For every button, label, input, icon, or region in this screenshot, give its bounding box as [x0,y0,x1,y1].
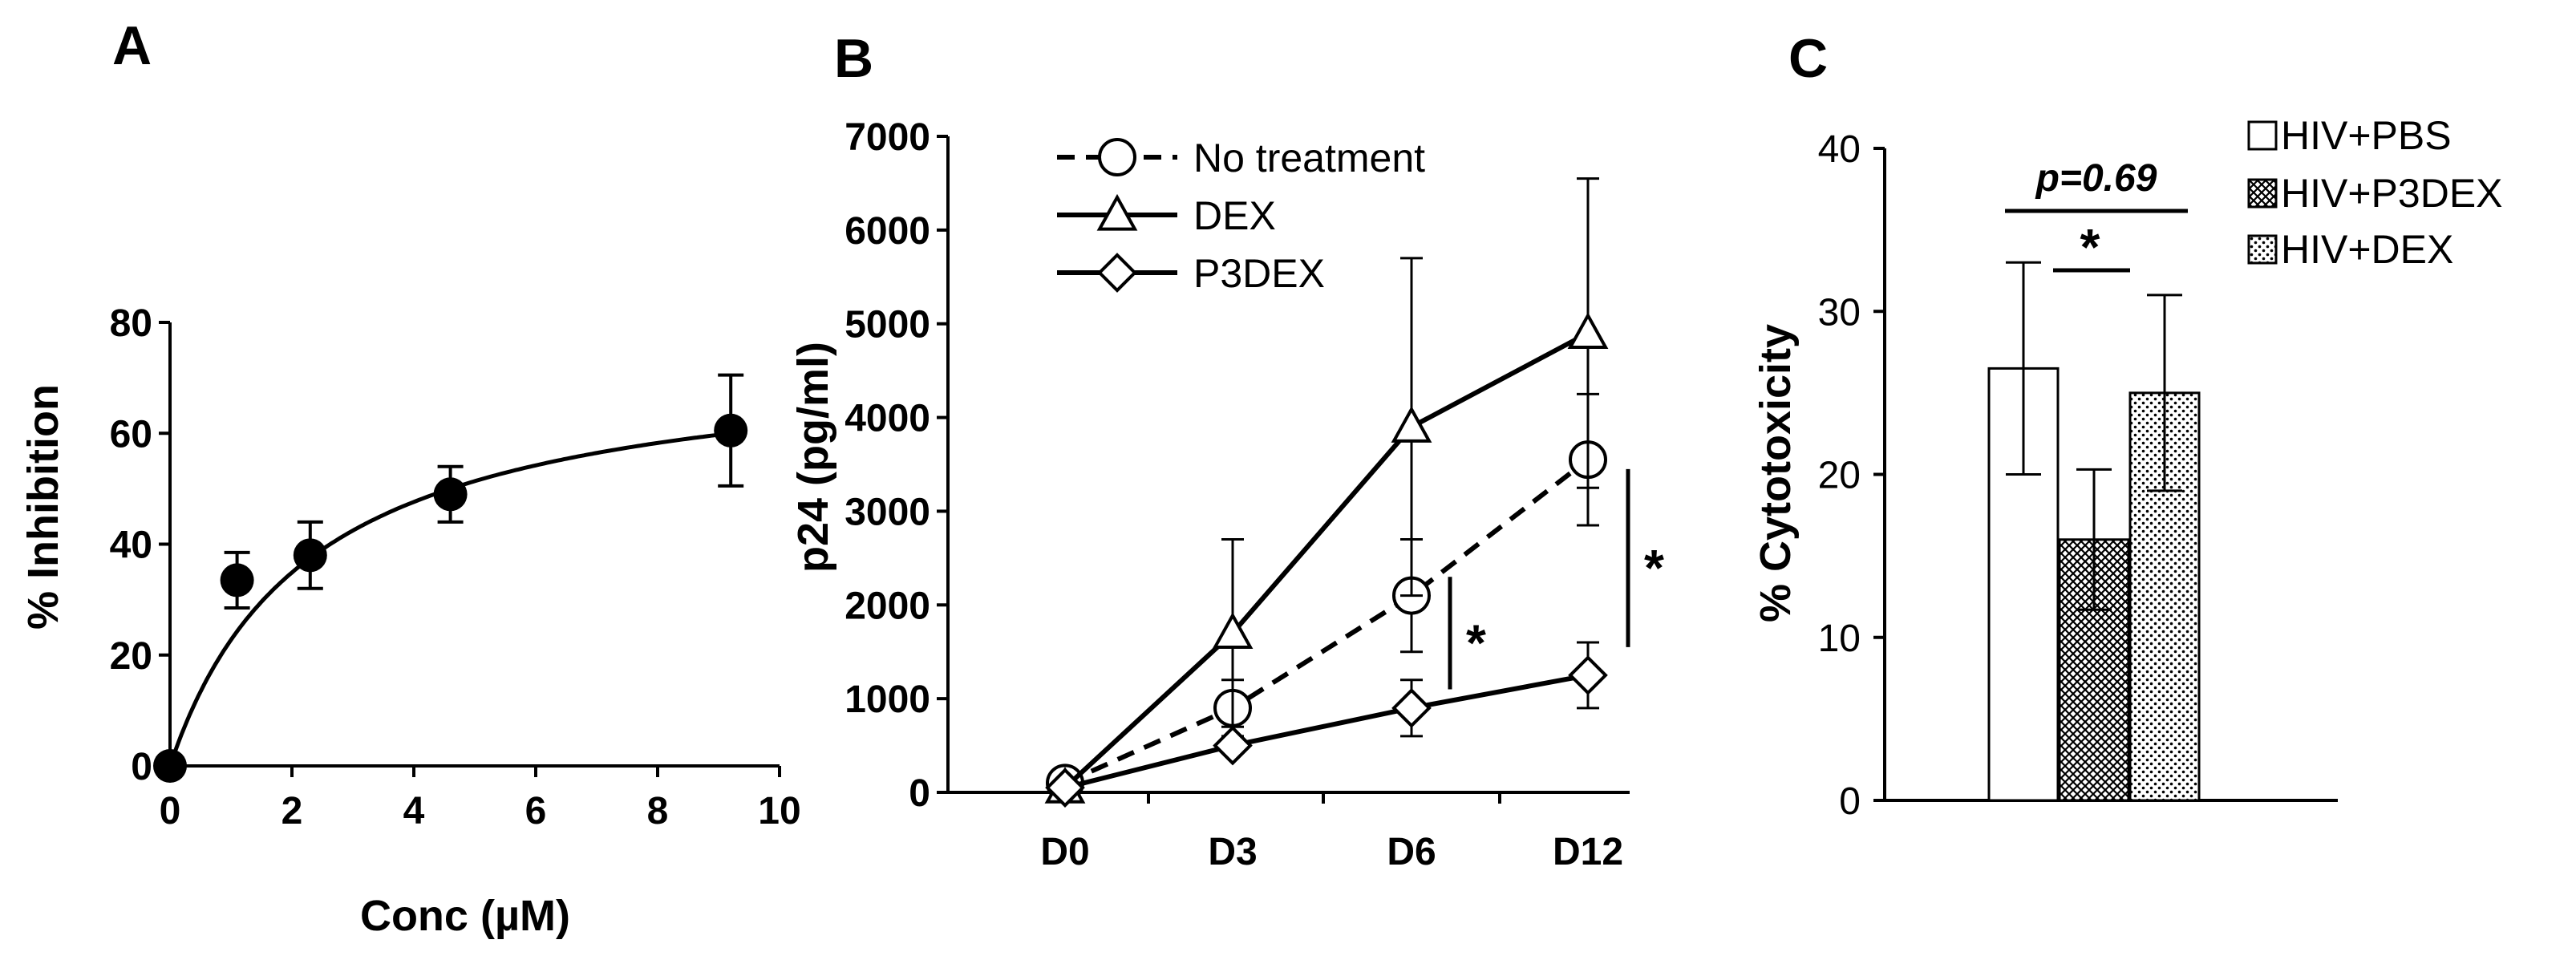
panel-b-y-axis-label: p24 (pg/ml) [789,342,837,573]
panel-c-legend: HIV+PBS HIV+P3DEX HIV+DEX [2247,113,2503,272]
panel-a-data-point [433,477,468,512]
panel-b-series-line [1063,457,1590,786]
panel-b-data-point [1567,312,1609,349]
panel-b-x-tick-labels: D0 D3 D6 D12 [1040,831,1623,873]
panel-b-legend-marker [1096,193,1138,231]
panel-b-data-point [1391,406,1432,443]
panel-label-a: A [112,15,152,76]
panel-c-legend-label: HIV+DEX [2281,227,2453,272]
panel-label-b: B [834,28,873,89]
panel-a-data-point [714,413,748,448]
panel-b-significance: ** [1448,468,1664,690]
panel-a-x-tick-label: 8 [647,790,669,832]
panel-b-axes [937,135,1630,804]
panel-a-y-tick-label: 0 [131,746,152,788]
panel-b-series-p3dex [1045,641,1608,808]
panel-a-y-axis-label: % Inhibition [19,384,67,630]
panel-b-data-point [1212,612,1254,649]
panel-b-y-tick-labels: 0 1000 2000 3000 4000 5000 6000 7000 [844,116,930,815]
panel-b-y-tick-label: 3000 [844,491,930,533]
panel-a-y-tick-label: 40 [110,525,152,567]
panel-a-x-tick-labels: 0 2 4 6 8 10 [160,790,801,832]
panel-b-series [1044,177,1609,808]
panel-a-x-axis-label: Conc (µM) [360,892,570,940]
panel-b-data-point [1568,655,1608,695]
panel-c-y-tick-label: 0 [1839,780,1861,823]
panel-b-data-point [1391,688,1432,728]
panel-b-y-tick-label: 1000 [844,678,930,721]
panel-b-y-tick-label: 2000 [844,585,930,627]
panel-c-legend-label: HIV+PBS [2281,113,2452,158]
panel-a-x-tick-label: 10 [758,790,800,832]
panel-a-x-tick-label: 2 [281,790,303,832]
panel-b-significance-star: * [1644,539,1664,597]
panel-c-p-value: p=0.69 [2035,157,2157,200]
panel-c-y-axis-label: % Cytotoxicity [1752,324,1800,622]
panel-b-legend-marker [1098,138,1136,176]
panel-c-significance-star: * [2080,218,2100,276]
panel-a-y-tick-label: 60 [110,413,152,456]
panel-a-axes [159,321,781,777]
panel-a-data-point [153,749,187,783]
panel-a-x-tick-label: 6 [525,790,547,832]
panel-label-c: C [1788,28,1828,89]
panel-c-legend-label: HIV+P3DEX [2281,171,2503,216]
panel-c-legend-swatch [2247,120,2278,151]
panel-a-chart: 0 20 40 60 80 0 2 4 6 8 10 Conc (µM) % Inhibition [19,302,801,940]
panel-b-x-tick-label: D6 [1387,831,1436,873]
panel-c-y-tick-label: 30 [1818,291,1861,334]
panel-b-legend-marker [1097,253,1137,293]
panel-a-y-tick-label: 20 [110,635,152,678]
panel-a-y-tick-labels: 0 20 40 60 80 [110,302,152,788]
panel-a-y-tick-label: 80 [110,302,152,345]
panel-b-y-tick-label: 0 [909,772,930,815]
panel-c-annotations: p=0.69 * [2005,157,2188,276]
panel-b-legend-label: P3DEX [1193,251,1325,296]
panel-b-legend: No treatment DEX P3DEX [1057,136,1425,296]
panel-b-significance-star: * [1466,614,1486,671]
panel-b-y-tick-label: 5000 [844,304,930,346]
panel-b-x-tick-label: D3 [1208,831,1257,873]
panel-a-data-point [293,538,327,573]
panel-b-legend-label: No treatment [1193,136,1425,180]
panel-b-y-tick-label: 6000 [844,210,930,253]
panel-c-bar-hiv-dex [2128,391,2201,802]
panel-b-y-tick-label: 7000 [844,116,930,159]
panel-a-x-tick-label: 0 [160,790,181,832]
panel-c-legend-swatch [2247,178,2278,209]
panel-c-y-tick-label: 40 [1818,128,1861,171]
panel-b-y-tick-label: 4000 [844,398,930,440]
panel-c-y-tick-label: 20 [1818,455,1861,497]
panel-b-x-tick-label: D0 [1040,831,1089,873]
panel-a-x-tick-label: 4 [403,790,425,832]
panel-b-x-tick-label: D12 [1553,831,1623,873]
panel-a-data-point [220,563,254,597]
panel-b-legend-label: DEX [1193,193,1276,238]
panel-b-data-point [1045,768,1085,808]
panel-c-y-tick-labels: 0 10 20 30 40 [1818,128,1861,823]
panel-c-chart: 0 10 20 30 40 p=0.69 * HIV+PBS HIV+P3DEX HIV+DE… [1752,113,2503,823]
panel-c-legend-swatch [2247,234,2278,265]
panel-b-series-line [1063,330,1590,790]
panel-b-series-line [1064,672,1589,791]
panel-b-data-point [1213,725,1253,766]
panel-a-data-points [153,373,748,783]
panel-b-series-no-treatment [1046,392,1607,803]
panel-c-bars [1987,261,2201,802]
panel-c-y-tick-label: 10 [1818,618,1861,660]
